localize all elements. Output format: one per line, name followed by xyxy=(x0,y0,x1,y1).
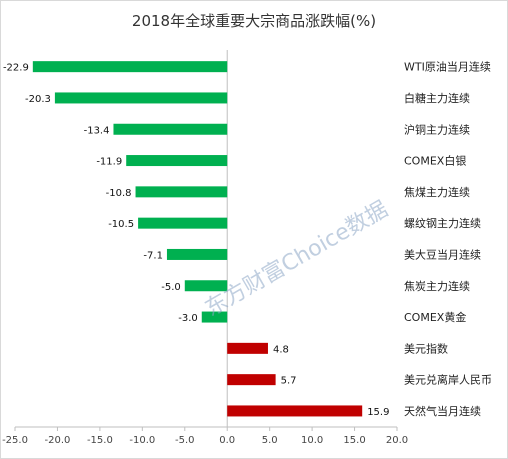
bar xyxy=(126,155,228,167)
bar xyxy=(32,61,228,73)
x-tick-label: -20.0 xyxy=(45,435,71,446)
data-label: 15.9 xyxy=(367,407,389,418)
category-label: 天然气当月连续 xyxy=(404,404,481,418)
bar xyxy=(166,248,228,260)
data-label: -5.0 xyxy=(161,282,181,293)
data-label: -13.4 xyxy=(84,125,110,136)
bar xyxy=(184,280,228,292)
data-label: -20.3 xyxy=(25,94,51,105)
bar xyxy=(138,217,228,229)
chart-title: 2018年全球重要大宗商品涨跌幅(%) xyxy=(131,12,377,30)
data-label: -7.1 xyxy=(143,250,163,261)
category-label: 焦煤主力连续 xyxy=(404,185,470,199)
x-tick-label: 10.0 xyxy=(301,435,323,446)
category-label: COMEX黄金 xyxy=(404,310,466,324)
data-label: -22.9 xyxy=(3,63,29,74)
category-label: 白糖主力连续 xyxy=(404,91,470,105)
bar xyxy=(135,186,228,198)
bar xyxy=(227,405,363,417)
category-label: 美元指数 xyxy=(404,341,448,355)
x-tick-label: -5.0 xyxy=(175,435,195,446)
x-tick-label: 0.0 xyxy=(219,435,235,446)
data-label: 5.7 xyxy=(281,376,297,387)
x-tick-label: 20.0 xyxy=(386,435,408,446)
bar xyxy=(227,374,276,386)
watermark-text: 东方财富Choice数据 xyxy=(201,197,392,322)
data-label: -10.5 xyxy=(108,219,134,230)
bar xyxy=(54,92,228,104)
category-label: WTI原油当月连续 xyxy=(404,60,491,74)
data-label: -3.0 xyxy=(178,313,198,324)
data-label: -11.9 xyxy=(96,157,122,168)
category-label: 美元兑离岸人民币 xyxy=(404,373,492,387)
x-tick-label: -10.0 xyxy=(129,435,155,446)
category-label: 美大豆当月连续 xyxy=(404,247,481,261)
bar xyxy=(113,123,228,135)
category-label: 沪铜主力连续 xyxy=(404,122,470,136)
data-label: -10.8 xyxy=(106,188,132,199)
x-tick-label: 15.0 xyxy=(343,435,365,446)
bar xyxy=(227,342,268,354)
x-tick-label: 5.0 xyxy=(262,435,278,446)
data-label: 4.8 xyxy=(273,344,289,355)
category-label: 螺纹钢主力连续 xyxy=(404,216,481,230)
bar xyxy=(201,311,228,323)
x-tick-label: -25.0 xyxy=(2,435,28,446)
x-tick-label: -15.0 xyxy=(87,435,113,446)
category-label: 焦炭主力连续 xyxy=(404,279,470,293)
category-label: COMEX白银 xyxy=(404,154,466,168)
